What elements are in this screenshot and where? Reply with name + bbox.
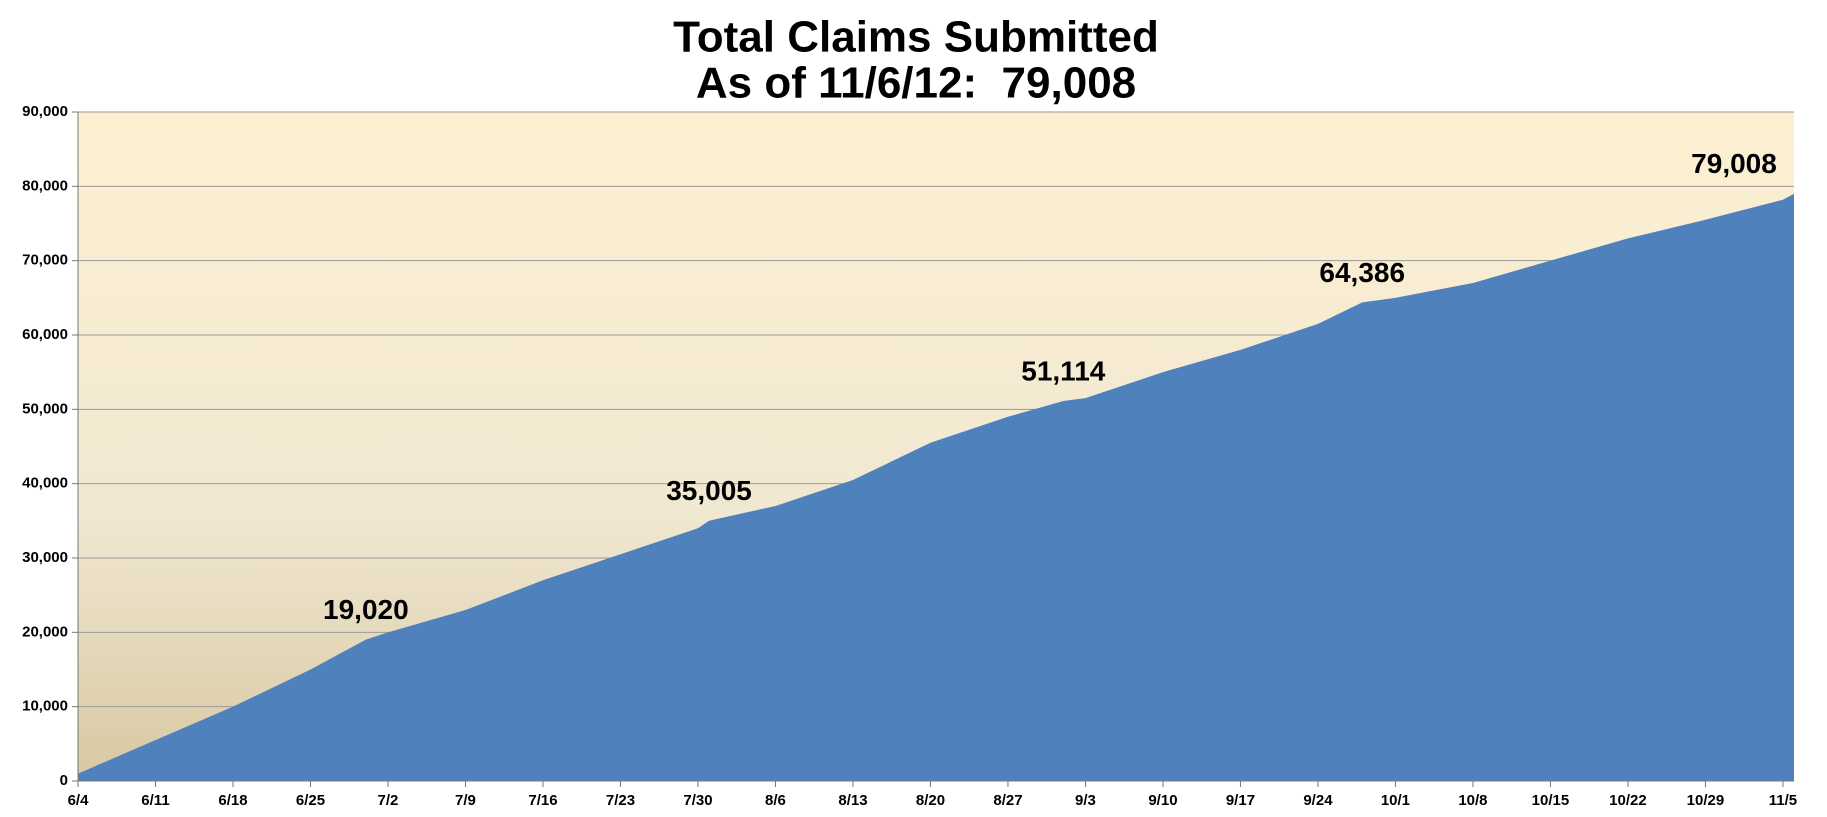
x-tick-label: 6/18 [218, 792, 247, 809]
data-label: 19,020 [323, 594, 409, 625]
y-tick-label: 60,000 [22, 326, 68, 343]
x-tick-label: 7/23 [606, 792, 635, 809]
y-tick-label: 50,000 [22, 400, 68, 417]
chart-title: Total Claims Submitted [673, 13, 1159, 62]
x-tick-label: 8/6 [765, 792, 786, 809]
x-tick-label: 6/25 [296, 792, 325, 809]
x-tick-label: 9/10 [1148, 792, 1177, 809]
x-tick-label: 7/16 [528, 792, 557, 809]
x-tick-label: 6/4 [68, 792, 90, 809]
x-tick-label: 10/29 [1687, 792, 1725, 809]
x-tick-label: 11/5 [1769, 792, 1797, 809]
x-tick-label: 9/3 [1075, 792, 1096, 809]
x-tick-label: 6/11 [141, 792, 169, 809]
data-label: 51,114 [1021, 355, 1106, 386]
x-tick-label: 7/9 [455, 792, 476, 809]
y-tick-label: 30,000 [22, 549, 68, 566]
x-tick-label: 10/1 [1381, 792, 1410, 809]
area [78, 193, 1794, 781]
y-tick-label: 40,000 [22, 475, 68, 492]
x-tick-label: 10/15 [1532, 792, 1570, 809]
y-tick-label: 90,000 [22, 103, 68, 120]
data-label: 35,005 [666, 475, 752, 506]
x-tick-label: 9/24 [1303, 792, 1333, 809]
data-label: 79,008 [1691, 148, 1777, 179]
x-tick-label: 7/30 [683, 792, 712, 809]
y-tick-label: 80,000 [22, 177, 68, 194]
x-tick-label: 8/27 [993, 792, 1022, 809]
data-label: 64,386 [1319, 257, 1405, 288]
x-tick-label: 8/20 [916, 792, 945, 809]
x-tick-label: 7/2 [378, 792, 399, 809]
y-tick-label: 20,000 [22, 623, 68, 640]
y-tick-label: 0 [60, 772, 68, 789]
y-tick-label: 10,000 [22, 698, 68, 715]
chart-subtitle: As of 11/6/12: 79,008 [696, 59, 1136, 108]
x-tick-label: 8/13 [838, 792, 867, 809]
x-tick-label: 9/17 [1226, 792, 1255, 809]
y-tick-label: 70,000 [22, 252, 68, 269]
x-tick-label: 10/22 [1609, 792, 1647, 809]
x-tick-label: 10/8 [1458, 792, 1487, 809]
